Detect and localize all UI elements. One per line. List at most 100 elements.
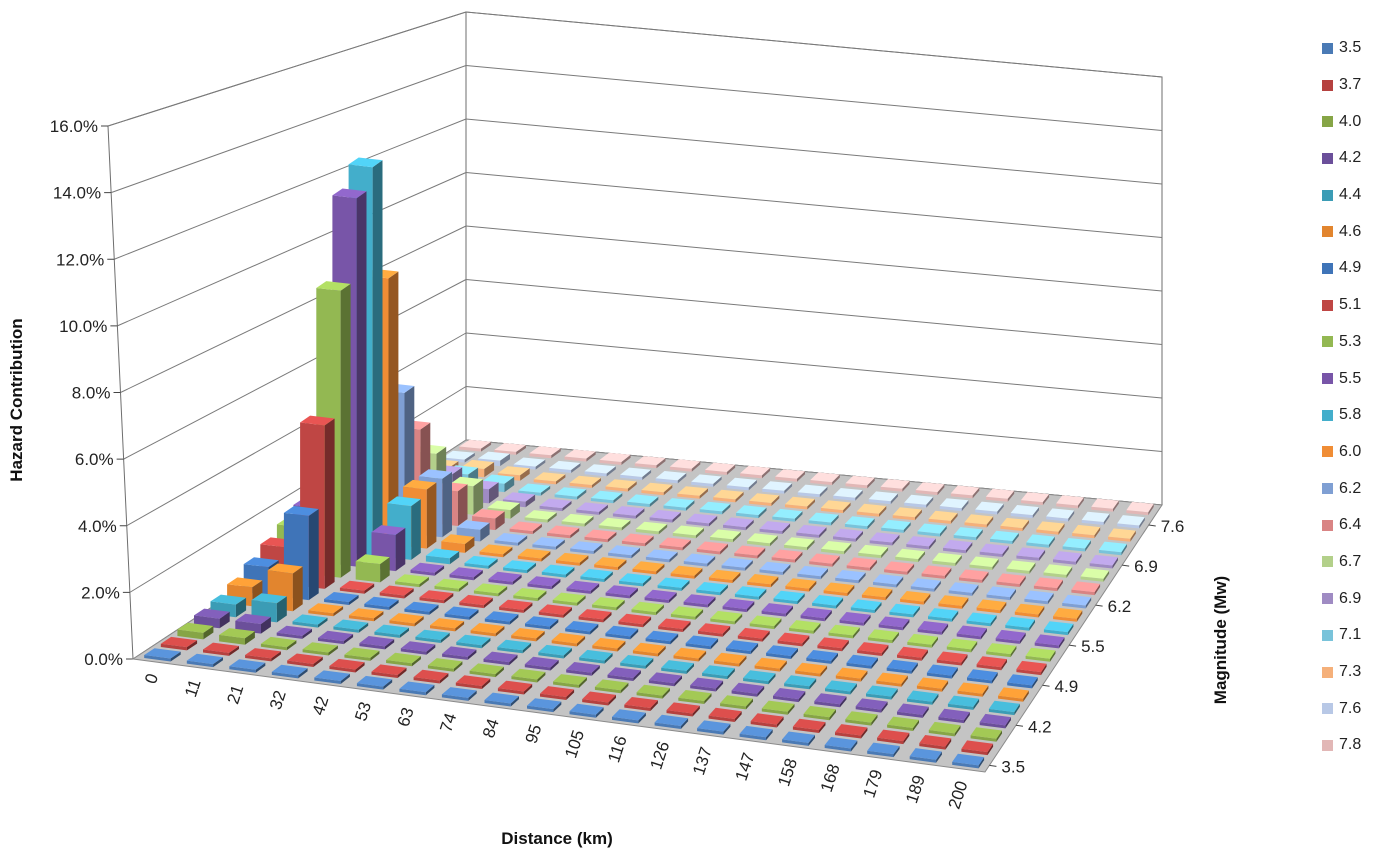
bar <box>579 649 613 664</box>
bar-side <box>1010 589 1016 601</box>
bar-side <box>442 471 452 538</box>
bar-top <box>884 561 915 572</box>
bar-side <box>735 491 744 503</box>
bar <box>855 698 888 713</box>
z-tick-mark <box>989 764 997 767</box>
bar-front <box>547 532 571 539</box>
bar-front <box>497 688 524 695</box>
bar-top <box>403 479 437 490</box>
bar-front <box>553 681 579 688</box>
bar-top <box>762 481 793 491</box>
bar-top <box>969 556 999 567</box>
bar-front <box>685 643 711 650</box>
bar-front <box>812 602 837 609</box>
bar <box>410 562 445 576</box>
bar-top <box>846 557 877 568</box>
bar-top <box>867 742 900 755</box>
bar <box>743 670 776 685</box>
bar-front <box>950 493 973 499</box>
bar-side <box>980 628 987 640</box>
bar-top <box>271 664 308 676</box>
bar-side <box>579 677 587 688</box>
gridline-back <box>465 172 1163 238</box>
bar <box>488 571 522 585</box>
bar <box>985 488 1015 502</box>
bar <box>308 603 344 617</box>
bar-top <box>909 748 942 760</box>
bar-front <box>434 585 459 592</box>
bar-top <box>747 574 779 585</box>
bar-top <box>1000 517 1029 529</box>
bar-top <box>636 684 670 696</box>
bar-top <box>177 622 214 633</box>
bar-front <box>1043 572 1067 578</box>
bar-top <box>1080 568 1110 579</box>
bar-top <box>554 487 587 497</box>
bar <box>976 656 1007 671</box>
bar-top <box>797 484 828 495</box>
bar-side <box>855 490 863 501</box>
bar-side <box>1029 562 1036 574</box>
bar-front <box>473 590 499 597</box>
bar <box>1089 554 1118 569</box>
bar-front <box>784 683 810 690</box>
bar-side <box>903 732 910 745</box>
bar-front <box>919 743 946 750</box>
bar-top <box>710 610 743 622</box>
bar <box>497 680 533 695</box>
bar-side <box>885 589 893 601</box>
bar <box>552 592 586 606</box>
bar-front <box>900 598 924 605</box>
bar-side <box>1121 543 1127 556</box>
bar <box>696 541 728 555</box>
bar-top <box>917 523 947 534</box>
bar-top <box>1072 524 1101 536</box>
bar <box>479 544 513 558</box>
bar-side <box>1038 606 1045 618</box>
bar-side <box>940 525 947 537</box>
bar-front <box>379 592 405 599</box>
bar-front <box>669 466 692 472</box>
bar-top <box>194 608 230 619</box>
bar-side <box>1058 637 1065 649</box>
bar-top <box>889 603 920 615</box>
bar <box>792 718 826 733</box>
bar-side <box>551 579 561 590</box>
bar-top <box>1005 616 1035 628</box>
bar-top <box>950 485 980 496</box>
bar-side <box>813 623 821 634</box>
bar-top <box>235 613 271 624</box>
bar-top <box>803 705 836 718</box>
bar-front <box>554 494 578 500</box>
bar-top <box>160 636 198 648</box>
bar-side <box>549 619 559 630</box>
bar-side <box>723 723 731 735</box>
bar-front <box>459 446 481 452</box>
bar <box>734 545 766 559</box>
bar-top <box>866 685 898 697</box>
legend-item: 4.0 <box>1322 103 1382 140</box>
bar-side <box>503 547 513 558</box>
bar-side <box>1050 650 1056 662</box>
bar-front <box>795 670 821 677</box>
bar <box>553 674 587 688</box>
bar-side <box>523 602 533 613</box>
bar-side <box>829 709 836 721</box>
bar-top <box>584 529 617 540</box>
bar-front <box>612 716 639 724</box>
legend-label: 4.6 <box>1339 222 1362 240</box>
bar-top <box>1117 515 1145 526</box>
bar <box>641 482 673 496</box>
bar-side <box>509 654 518 666</box>
bar <box>245 648 281 662</box>
bar <box>835 570 866 584</box>
bar-front <box>1081 519 1104 525</box>
bar-top <box>292 614 328 625</box>
bar-top <box>524 656 559 668</box>
bar-front <box>673 655 699 662</box>
bar-front <box>814 701 840 708</box>
bar <box>708 569 741 583</box>
bar-top <box>276 625 312 636</box>
bar-top <box>697 720 731 732</box>
bar-top <box>413 669 449 681</box>
